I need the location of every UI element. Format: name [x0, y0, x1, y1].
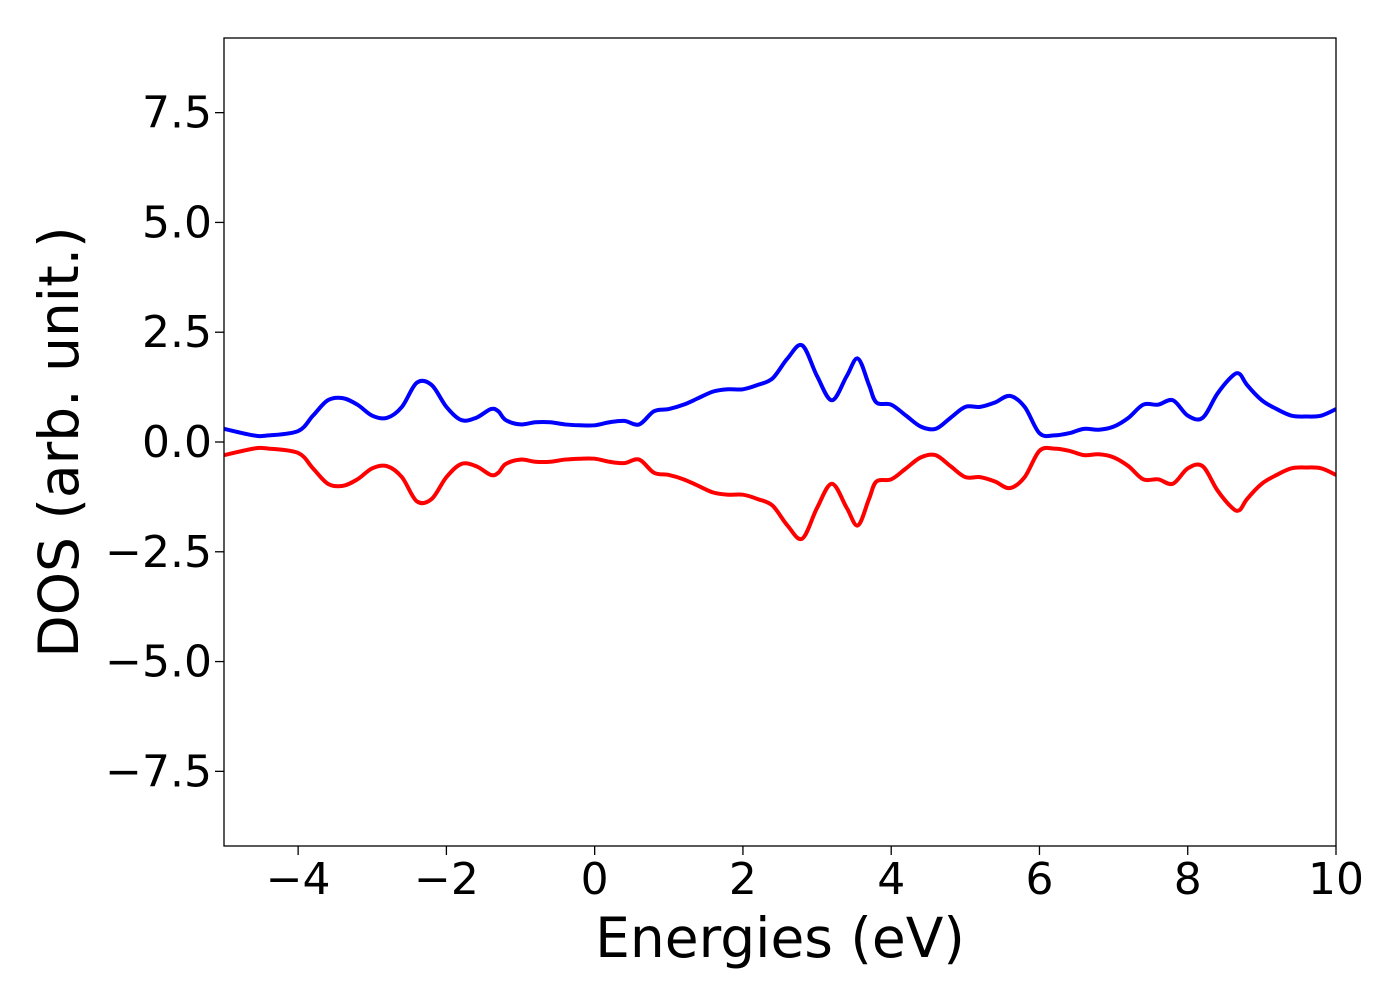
x-tick-label: −4 [266, 854, 331, 905]
x-axis-ticks: −4 −2 0 2 4 6 8 10 [266, 846, 1364, 905]
x-tick-label: 10 [1308, 854, 1364, 905]
series-layer [224, 342, 1336, 542]
x-tick-label: 6 [1025, 854, 1053, 905]
y-tick-label: 5.0 [142, 197, 212, 248]
x-tick-label: 0 [581, 854, 609, 905]
y-tick-label: 7.5 [142, 88, 212, 139]
x-tick-label: 8 [1174, 854, 1202, 905]
series-line-1 [224, 342, 1336, 439]
y-tick-label: −5.0 [105, 637, 212, 688]
y-tick-label: −2.5 [105, 527, 212, 578]
x-tick-label: 4 [877, 854, 905, 905]
y-axis-ticks: 7.5 5.0 2.5 0.0 −2.5 −5.0 −7.5 [105, 88, 224, 797]
x-tick-label: −2 [414, 854, 479, 905]
y-tick-label: 2.5 [142, 307, 212, 358]
plot-frame [223, 37, 1337, 847]
x-axis-label: Energies (eV) [595, 906, 965, 970]
series-line-2 [224, 445, 1336, 542]
y-tick-label: 0.0 [142, 417, 212, 468]
y-axis-label: DOS (arb. unit.) [27, 226, 91, 657]
y-tick-label: −7.5 [105, 746, 212, 797]
x-tick-label: 2 [729, 854, 757, 905]
